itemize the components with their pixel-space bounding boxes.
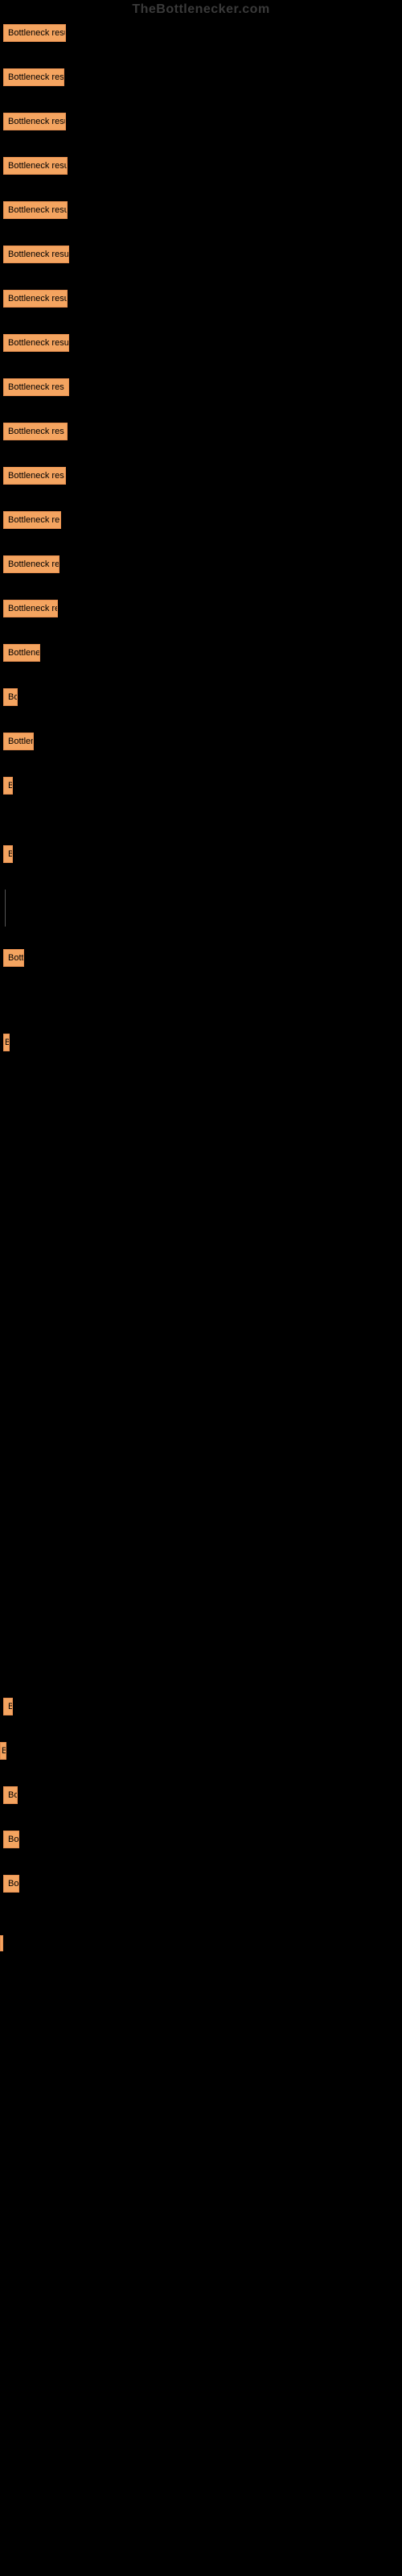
bar-15[interactable]: Bo bbox=[3, 688, 18, 706]
line-marker bbox=[5, 890, 6, 927]
bar-11[interactable]: Bottleneck re bbox=[3, 511, 61, 529]
bar-label: Bottleneck resu bbox=[8, 161, 68, 171]
bar-tiny[interactable] bbox=[0, 1935, 3, 1951]
bar-0[interactable]: Bottleneck result bbox=[3, 24, 66, 42]
bar-9[interactable]: Bottleneck res bbox=[3, 423, 68, 440]
bar-label: Bottleneck resul bbox=[8, 72, 64, 82]
bar-1[interactable]: Bottleneck resul bbox=[3, 68, 64, 86]
bar-label: Bo bbox=[8, 1835, 18, 1844]
bar-label: Bo bbox=[8, 692, 18, 702]
bar-label: Bottleneck resu bbox=[8, 338, 69, 348]
bar-label: Bott bbox=[8, 953, 24, 963]
bar-label: Bo bbox=[8, 1879, 18, 1889]
bar-label: B bbox=[8, 781, 13, 791]
bar-4[interactable]: Bottleneck resu bbox=[3, 201, 68, 219]
bar-20[interactable]: B bbox=[3, 1034, 10, 1051]
bar-label: Bottleneck resu bbox=[8, 250, 69, 259]
bar-6[interactable]: Bottleneck resu bbox=[3, 290, 68, 308]
bar-22[interactable]: B bbox=[0, 1742, 6, 1760]
bars-container: Bottleneck result Bottleneck resul Bottl… bbox=[0, 0, 402, 1978]
bar-2[interactable]: Bottleneck resu bbox=[3, 113, 66, 130]
bar-label: Bottleneck re bbox=[8, 515, 59, 525]
bar-3[interactable]: Bottleneck resu bbox=[3, 157, 68, 175]
bar-label: Bottlene bbox=[8, 648, 40, 658]
bar-label: Bottleneck resu bbox=[8, 117, 66, 126]
bar-label: Bottleneck result bbox=[8, 28, 66, 38]
bar-10[interactable]: Bottleneck res bbox=[3, 467, 66, 485]
bar-21[interactable]: B bbox=[3, 1698, 13, 1715]
bar-label: Bo bbox=[8, 1790, 18, 1800]
bar-label: Bottleneck re bbox=[8, 559, 59, 569]
bar-label: Bottleneck resu bbox=[8, 205, 68, 215]
bar-23[interactable]: Bo bbox=[3, 1786, 18, 1804]
bar-14[interactable]: Bottlene bbox=[3, 644, 40, 662]
bar-label: B bbox=[2, 1746, 6, 1756]
bar-label: B bbox=[5, 1038, 10, 1047]
bar-19[interactable]: Bott bbox=[3, 949, 24, 967]
bar-25[interactable]: Bo bbox=[3, 1875, 19, 1893]
bar-24[interactable]: Bo bbox=[3, 1831, 19, 1848]
bar-label: Bottleneck res bbox=[8, 427, 64, 436]
bar-5[interactable]: Bottleneck resu bbox=[3, 246, 69, 263]
bar-16[interactable]: Bottlen bbox=[3, 733, 34, 750]
bar-label: B bbox=[8, 849, 13, 859]
bar-12[interactable]: Bottleneck re bbox=[3, 555, 59, 573]
bar-label: Bottleneck resu bbox=[8, 294, 68, 303]
watermark-text: TheBottlenecker.com bbox=[132, 2, 269, 17]
bar-13[interactable]: Bottleneck re bbox=[3, 600, 58, 617]
bar-label: Bottleneck re bbox=[8, 604, 58, 613]
bar-8[interactable]: Bottleneck res bbox=[3, 378, 69, 396]
bar-label: Bottleneck res bbox=[8, 382, 64, 392]
bar-7[interactable]: Bottleneck resu bbox=[3, 334, 69, 352]
bar-18[interactable]: B bbox=[3, 845, 13, 863]
bar-label: Bottlen bbox=[8, 737, 34, 746]
bar-17[interactable]: B bbox=[3, 777, 13, 795]
bar-label: B bbox=[8, 1702, 13, 1711]
bar-label: Bottleneck res bbox=[8, 471, 64, 481]
